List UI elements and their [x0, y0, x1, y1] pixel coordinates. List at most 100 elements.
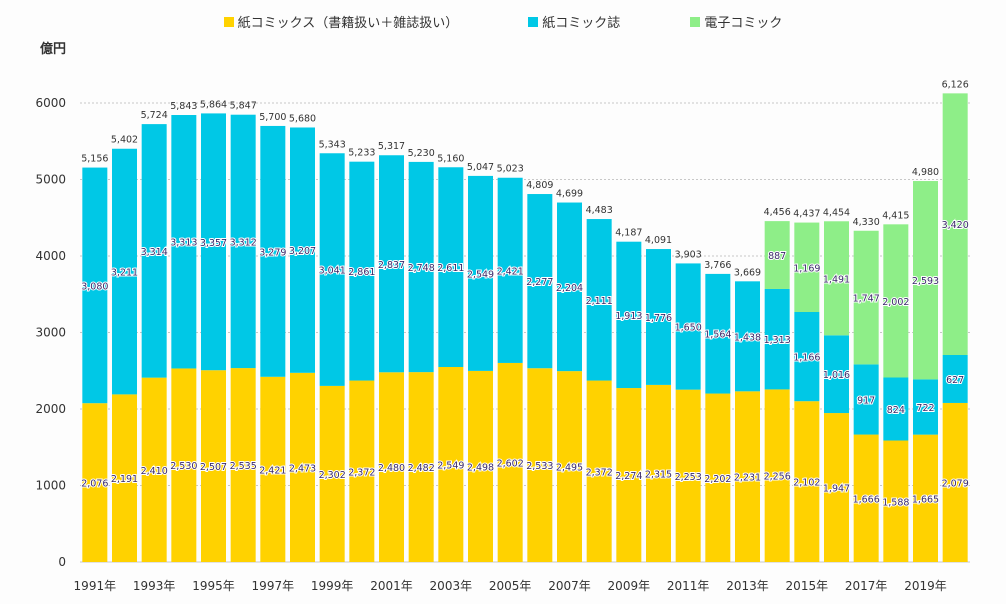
data-label: 1,166 — [793, 353, 820, 364]
bar-segment — [408, 161, 434, 373]
total-label: 5,402 — [111, 135, 138, 146]
x-tick-label: 2003年 — [430, 579, 473, 593]
bar-segment — [497, 362, 523, 562]
data-label: 2,533 — [526, 461, 553, 472]
data-label: 2,202 — [704, 474, 731, 485]
bar-segment — [586, 219, 612, 381]
data-label: 2,274 — [615, 471, 642, 482]
bar-segment — [883, 377, 909, 441]
data-label: 3,041 — [319, 266, 346, 277]
data-label: 2,861 — [348, 267, 375, 278]
y-tick-label: 4000 — [35, 249, 66, 263]
total-label: 4,809 — [526, 180, 553, 191]
total-label: 5,156 — [81, 154, 108, 165]
data-label: 2,837 — [378, 260, 405, 271]
bar-segment — [735, 391, 760, 562]
legend-swatch — [223, 16, 234, 27]
total-label: 4,187 — [615, 228, 642, 239]
total-label: 5,023 — [497, 164, 524, 175]
data-label: 1,913 — [615, 311, 642, 322]
bar-segment — [616, 388, 642, 562]
y-tick-label: 5000 — [35, 173, 66, 187]
x-tick-label: 1997年 — [252, 579, 295, 593]
data-label: 1,747 — [853, 294, 880, 305]
data-label: 2,076 — [81, 479, 108, 490]
bar-segment — [527, 368, 553, 562]
legend-label: 紙コミック誌 — [542, 16, 621, 31]
legend-label: 電子コミック — [704, 16, 783, 31]
bar-segment — [675, 389, 701, 562]
total-label: 5,317 — [378, 141, 405, 152]
data-label: 2,002 — [882, 297, 909, 308]
bar-segment — [349, 380, 375, 562]
data-label: 3,207 — [289, 246, 316, 257]
y-tick-label: 3000 — [35, 326, 66, 340]
total-label: 3,766 — [704, 260, 731, 271]
data-label: 2,495 — [556, 463, 583, 474]
bar-segment — [379, 372, 404, 562]
bar-segment — [141, 124, 167, 378]
bar-segment — [764, 389, 790, 562]
data-label: 1,016 — [823, 370, 850, 381]
data-label: 2,410 — [141, 466, 168, 477]
data-label: 2,253 — [675, 472, 702, 483]
bar-segment — [705, 393, 731, 562]
total-label: 5,160 — [437, 153, 464, 164]
data-label: 2,421 — [497, 266, 524, 277]
data-label: 2,111 — [586, 296, 613, 307]
bar-segment — [853, 230, 879, 365]
data-label: 2,611 — [437, 263, 464, 274]
data-label: 917 — [857, 395, 875, 406]
bar-segment — [557, 202, 582, 372]
bar-segment — [764, 288, 790, 390]
data-label: 824 — [887, 405, 905, 416]
x-tick-label: 1995年 — [192, 579, 235, 593]
bar-segment — [675, 263, 701, 390]
data-label: 2,079 — [942, 478, 969, 489]
data-label: 3,357 — [200, 238, 227, 249]
bar-segment — [705, 273, 731, 394]
legend-label: 紙コミックス（書籍扱い＋雑誌扱い） — [237, 16, 459, 31]
bar-segment — [319, 153, 345, 386]
bar-segment — [290, 127, 315, 373]
bar-segment — [468, 175, 493, 371]
total-label: 5,230 — [408, 148, 435, 159]
x-tick-label: 2005年 — [489, 579, 532, 593]
y-tick-label: 1000 — [35, 479, 66, 493]
bar-segment — [260, 376, 286, 562]
data-label: 3,420 — [942, 220, 969, 231]
bar-segment — [319, 385, 345, 562]
data-label: 1,588 — [882, 497, 909, 508]
total-label: 4,699 — [556, 189, 583, 200]
total-label: 4,091 — [645, 235, 672, 246]
data-label: 1,776 — [645, 313, 672, 324]
data-label: 3,312 — [230, 237, 257, 248]
bar-segment — [82, 167, 108, 404]
data-label: 722 — [916, 403, 934, 414]
x-tick-label: 1993年 — [133, 579, 176, 593]
bar-segment — [942, 93, 968, 355]
data-label: 3,313 — [170, 238, 197, 249]
total-label: 6,126 — [942, 79, 969, 90]
bar-segment — [646, 249, 671, 385]
legend: 紙コミックス（書籍扱い＋雑誌扱い） 紙コミック誌 電子コミック — [0, 12, 1006, 31]
data-label: 887 — [768, 251, 786, 262]
bar-segment — [824, 335, 849, 414]
bar-segment — [527, 194, 553, 369]
bar-segment — [853, 434, 879, 562]
data-label: 2,535 — [230, 461, 257, 472]
total-label: 5,864 — [200, 99, 227, 110]
legend-item-paper-comics: 紙コミックス（書籍扱い＋雑誌扱い） — [223, 12, 459, 31]
data-label: 2,277 — [526, 277, 553, 288]
x-tick-label: 2011年 — [667, 579, 710, 593]
data-label: 2,204 — [556, 283, 583, 294]
bar-segment — [171, 368, 197, 562]
data-label: 1,313 — [764, 335, 791, 346]
bar-segment — [290, 372, 315, 562]
bar-segment — [942, 402, 968, 562]
bar-segment — [913, 181, 938, 380]
data-label: 3,211 — [111, 268, 138, 279]
data-label: 2,498 — [467, 462, 494, 473]
data-label: 2,748 — [408, 263, 435, 274]
